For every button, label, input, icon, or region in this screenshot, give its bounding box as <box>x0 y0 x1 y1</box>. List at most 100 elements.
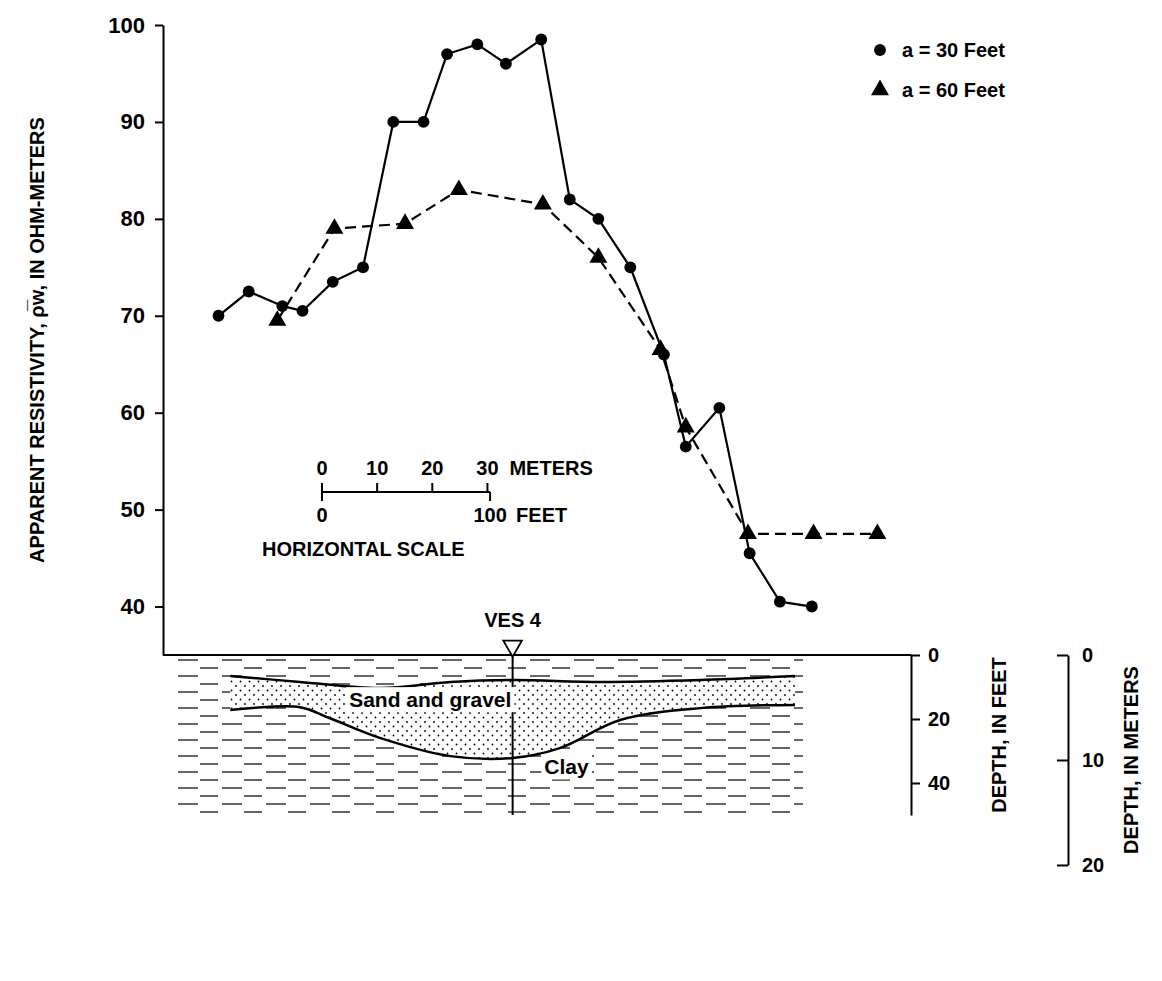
depth-feet-title: DEPTH, IN FEET <box>988 657 1010 813</box>
y-tick-mark <box>155 606 163 608</box>
depth-meters-tick-label: 10 <box>1082 749 1104 771</box>
y-tick-label: 40 <box>121 594 145 619</box>
series-line <box>218 40 811 607</box>
scale-title: HORIZONTAL SCALE <box>262 538 465 560</box>
clay-fill <box>175 658 803 815</box>
series-marker <box>774 596 786 608</box>
y-tick: 90 <box>121 109 163 134</box>
series-marker <box>387 116 399 128</box>
scale-meter-tick <box>376 483 378 492</box>
y-tick: 80 <box>121 206 163 231</box>
scale-meter-label: 0 <box>316 457 327 479</box>
y-tick: 50 <box>121 497 163 522</box>
depth-feet-axis: 0 20 40 <box>911 644 950 816</box>
scale-meter-unit: METERS <box>509 457 592 479</box>
series-marker <box>652 339 670 355</box>
scale-feet-tick <box>321 492 323 501</box>
depth-meters-tick-label: 20 <box>1082 854 1104 876</box>
depth-feet-tick-mark <box>911 655 920 657</box>
label-background <box>541 754 592 779</box>
label-background <box>346 687 514 712</box>
depth-meters-tick: 10 <box>1057 749 1104 771</box>
series-marker <box>805 523 823 539</box>
depth-feet-tick-mark <box>911 719 920 721</box>
y-axis-line <box>163 26 165 656</box>
depth-feet-tick-mark <box>911 783 920 785</box>
y-tick: 60 <box>121 400 163 425</box>
series-marker <box>441 48 453 60</box>
ves-label: VES 4 <box>484 609 542 631</box>
depth-feet-tick: 0 <box>911 644 939 666</box>
series-marker <box>535 34 547 46</box>
y-axis-title: APPARENT RESISTIVITY, ρ̅w, IN OHM-METERS <box>26 117 48 563</box>
series-marker <box>868 523 886 539</box>
series-marker <box>327 276 339 288</box>
series-marker <box>744 547 756 559</box>
cross-section: Sand and gravel Clay <box>175 655 803 815</box>
y-tick: 70 <box>121 303 163 328</box>
y-tick-label: 80 <box>121 206 145 231</box>
depth-meters-axis: 0 10 20 <box>1057 644 1104 876</box>
cross-section-label: Sand and gravel <box>349 688 511 711</box>
y-tick-label: 50 <box>121 497 145 522</box>
depth-feet-tick-label: 0 <box>928 644 939 666</box>
series-marker <box>325 218 343 234</box>
series-marker <box>680 441 692 453</box>
depth-meters-tick-mark <box>1057 864 1068 866</box>
depth-meters-tick-mark <box>1057 655 1068 657</box>
scale-meter-tick <box>431 483 433 492</box>
y-axis: 40 50 60 70 80 90 100 <box>108 13 163 656</box>
cross-section-label: Clay <box>544 755 589 778</box>
scale-meter-label: 20 <box>421 457 443 479</box>
y-tick: 40 <box>121 594 163 619</box>
depth-feet-tick: 40 <box>911 772 950 794</box>
legend-marker <box>871 80 889 96</box>
y-tick-mark <box>155 509 163 511</box>
ves-line <box>512 655 514 815</box>
plot-area <box>213 34 887 613</box>
y-tick-label: 90 <box>121 109 145 134</box>
series-marker <box>297 305 309 317</box>
series-marker <box>739 523 757 539</box>
y-tick-label: 60 <box>121 400 145 425</box>
series-marker <box>677 417 695 433</box>
chart-root: 405060708090100APPARENT RESISTIVITY, ρ̅w… <box>0 0 1162 981</box>
series-marker <box>534 194 552 210</box>
series-marker <box>564 194 576 206</box>
scale-meter-tick <box>486 483 488 492</box>
scale-bar: 0102030METERS0100FEETHORIZONTAL SCALE <box>262 457 593 560</box>
x-axis-line <box>163 654 911 656</box>
cross-section-label-group: Sand and gravel <box>346 687 514 712</box>
ves-marker <box>503 641 522 657</box>
series-marker <box>471 38 483 50</box>
depth-meters-tick: 20 <box>1057 854 1104 876</box>
series-marker <box>624 261 636 273</box>
depth-feet-tick: 20 <box>911 708 950 730</box>
legend: a = 30 Feeta = 60 Feet <box>871 39 1005 101</box>
depth-meters-title: DEPTH, IN METERS <box>1120 666 1142 854</box>
series-marker <box>450 179 468 195</box>
series-marker <box>713 402 725 414</box>
series-marker <box>592 213 604 225</box>
depth-feet-tick-label: 40 <box>928 772 950 794</box>
scale-feet-tick <box>489 492 491 501</box>
series-marker <box>396 213 414 229</box>
y-tick-mark <box>155 121 163 123</box>
series-marker <box>268 310 286 326</box>
depth-meters-tick-mark <box>1057 759 1068 761</box>
scale-feet-label: 0 <box>316 504 327 526</box>
scale-feet-unit: FEET <box>516 504 567 526</box>
depth-feet-axis-line <box>911 656 913 816</box>
series-marker <box>806 601 818 613</box>
cross-section-label-group: Clay <box>541 754 592 779</box>
scale-meter-label: 10 <box>366 457 388 479</box>
y-tick-label: 100 <box>108 13 145 38</box>
y-tick-mark <box>155 218 163 220</box>
series-marker <box>243 286 255 298</box>
series-marker <box>213 310 225 322</box>
y-tick-mark <box>155 315 163 317</box>
depth-meters-tick: 0 <box>1057 644 1093 666</box>
series-marker <box>418 116 430 128</box>
legend-marker <box>874 44 886 56</box>
depth-meters-tick-label: 0 <box>1082 644 1093 666</box>
